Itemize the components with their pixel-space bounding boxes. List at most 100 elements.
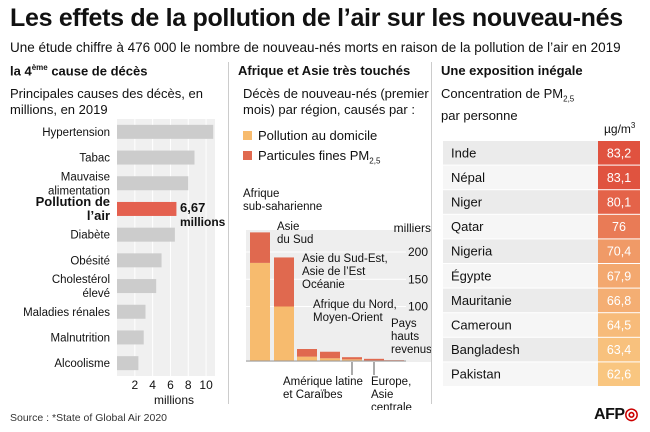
region-label: hauts [391,331,419,343]
region-label: Afrique [243,188,279,200]
bar-home [250,262,270,361]
page-subtitle: Une étude chiffre à 476 000 le nombre de… [10,40,621,55]
col1-description: Principales causes des décès, en millions… [10,86,203,117]
bar [117,253,162,268]
category-label: alimentation [48,185,110,197]
value-cell [598,239,640,263]
y-tick-label: 150 [408,272,428,286]
col3-heading: Une exposition inégale [441,63,583,78]
value-label: 63,4 [607,343,631,357]
value-label: 62,6 [607,368,631,382]
table-row [443,337,598,362]
bar [117,201,177,216]
value-cell [598,337,640,362]
bar-home [342,359,362,361]
region-label: revenus [391,344,431,356]
region-label: du Sud [277,234,313,246]
x-tick-label: 10 [199,378,213,392]
category-label: Pollution de [36,194,110,209]
bar [117,227,175,242]
bar [117,304,146,319]
source-note: Source : *State of Global Air 2020 [10,412,168,424]
bar [117,176,189,191]
col2-description: Décès de nouveau-nés (premier mois) par r… [243,86,429,117]
table-row [443,214,598,239]
value-label: 80,1 [607,196,631,210]
region-label: sub-saharienne [243,201,322,213]
country-label: Égypte [451,268,491,283]
y-tick-label: 200 [408,245,428,259]
bar-home [320,358,340,361]
causes-bar-chart: 2 4 6 8 10 millions Hypertension Tabac Mauvaise a… [23,119,215,407]
value-cell [598,313,640,337]
x-axis-label: millions [154,393,194,407]
region-label: Asie du Sud-Est, [302,253,388,265]
category-label: Alcoolisme [54,358,110,370]
bar-fine [364,358,384,361]
bar-fine [384,360,404,361]
bar [117,356,139,371]
table-row [443,313,598,337]
value-cell [598,190,640,214]
bar-fine [342,357,362,360]
value-label: 83,1 [607,171,631,185]
country-label: Cameroun [451,318,512,333]
bar-fine [297,349,317,357]
legend: Pollution au domicile Particules fines P… [243,126,380,172]
region-label: Afrique du Nord, [313,299,397,311]
region-label: et Caraïbes [283,389,343,401]
y-axis-label: milliers [394,221,431,235]
value-cell [598,214,640,239]
country-label: Qatar [451,219,484,234]
category-label: Malnutrition [51,332,110,344]
column-divider [228,62,229,404]
table-row [443,264,598,288]
value-cell [598,141,640,165]
exposure-table: Inde 83,2 Népal 83,1 Niger 80,1 Qatar 76 Nigeria… [443,141,640,386]
category-label: Tabac [79,153,110,165]
bar-fine [320,351,340,359]
country-label: Bangladesh [451,342,520,357]
afp-logo: AFP◎ [594,406,639,423]
col2-heading: Afrique et Asie très touchés [238,63,411,78]
category-label: Obésité [70,255,110,267]
bar [117,279,157,294]
legend-item-home: Pollution au domicile [243,126,380,146]
table-row [443,239,598,263]
bar-home [274,306,294,361]
table-row [443,165,598,190]
category-label: l’air [87,208,110,223]
region-label: Asie [371,389,393,401]
col1-heading: la 4ème cause de décès [10,63,148,79]
country-label: Niger [451,195,483,210]
region-label: Océanie [302,279,345,291]
bar-fine [274,257,294,307]
value-cell [598,362,640,386]
x-tick-label: 2 [131,378,138,392]
country-label: Pakistan [451,367,501,382]
value-label: 83,2 [607,146,631,160]
category-label: Diabète [70,230,110,242]
unit-label: µg/m3 [604,121,636,136]
bar [117,124,214,139]
region-label: Amérique latine [283,376,363,388]
table-row [443,288,598,313]
region-label: Europe, [371,376,411,388]
value-label: 76 [612,220,626,234]
value-label: 70,4 [607,245,631,259]
value-cell [598,165,640,190]
region-label: centrale [371,402,412,410]
column-divider [431,62,432,404]
category-label: Maladies rénales [23,307,110,319]
logo-mark-icon: ◎ [624,406,639,423]
bar [117,330,144,345]
category-label: Mauvaise [61,171,110,183]
y-tick-label: 100 [408,300,428,314]
table-row [443,141,598,165]
page-title: Les effets de la pollution de l’air sur … [10,4,623,32]
category-label: Cholestérol [52,274,110,286]
country-label: Népal [451,170,485,185]
highlight-value-label: 6,67 millions [180,200,226,229]
col3-description: Concentration de PM2,5 par personne [441,86,575,123]
